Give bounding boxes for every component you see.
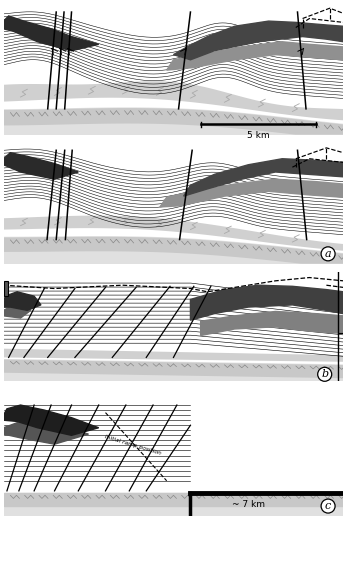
Polygon shape [4,360,343,381]
Text: 5 km: 5 km [247,131,270,140]
Text: c: c [325,501,331,511]
Polygon shape [4,405,99,435]
Polygon shape [4,237,343,264]
Text: Initial ramp position: Initial ramp position [104,435,161,456]
Polygon shape [4,305,31,318]
Text: a: a [325,249,331,259]
Polygon shape [4,108,343,135]
Polygon shape [160,180,343,207]
Polygon shape [201,311,343,335]
Bar [4,281,8,296]
Polygon shape [184,159,343,196]
Polygon shape [167,42,343,70]
Polygon shape [4,16,99,51]
Polygon shape [4,237,343,264]
Polygon shape [4,494,343,516]
Text: b: b [321,369,328,379]
Polygon shape [190,285,343,320]
Polygon shape [4,494,343,506]
Polygon shape [4,360,343,378]
Polygon shape [4,108,343,135]
Polygon shape [4,421,88,444]
Polygon shape [173,21,343,60]
Polygon shape [4,292,41,310]
Polygon shape [4,348,343,362]
Polygon shape [4,153,78,180]
Polygon shape [4,215,343,251]
Text: ~ 7 km: ~ 7 km [232,499,265,508]
Polygon shape [4,81,343,120]
